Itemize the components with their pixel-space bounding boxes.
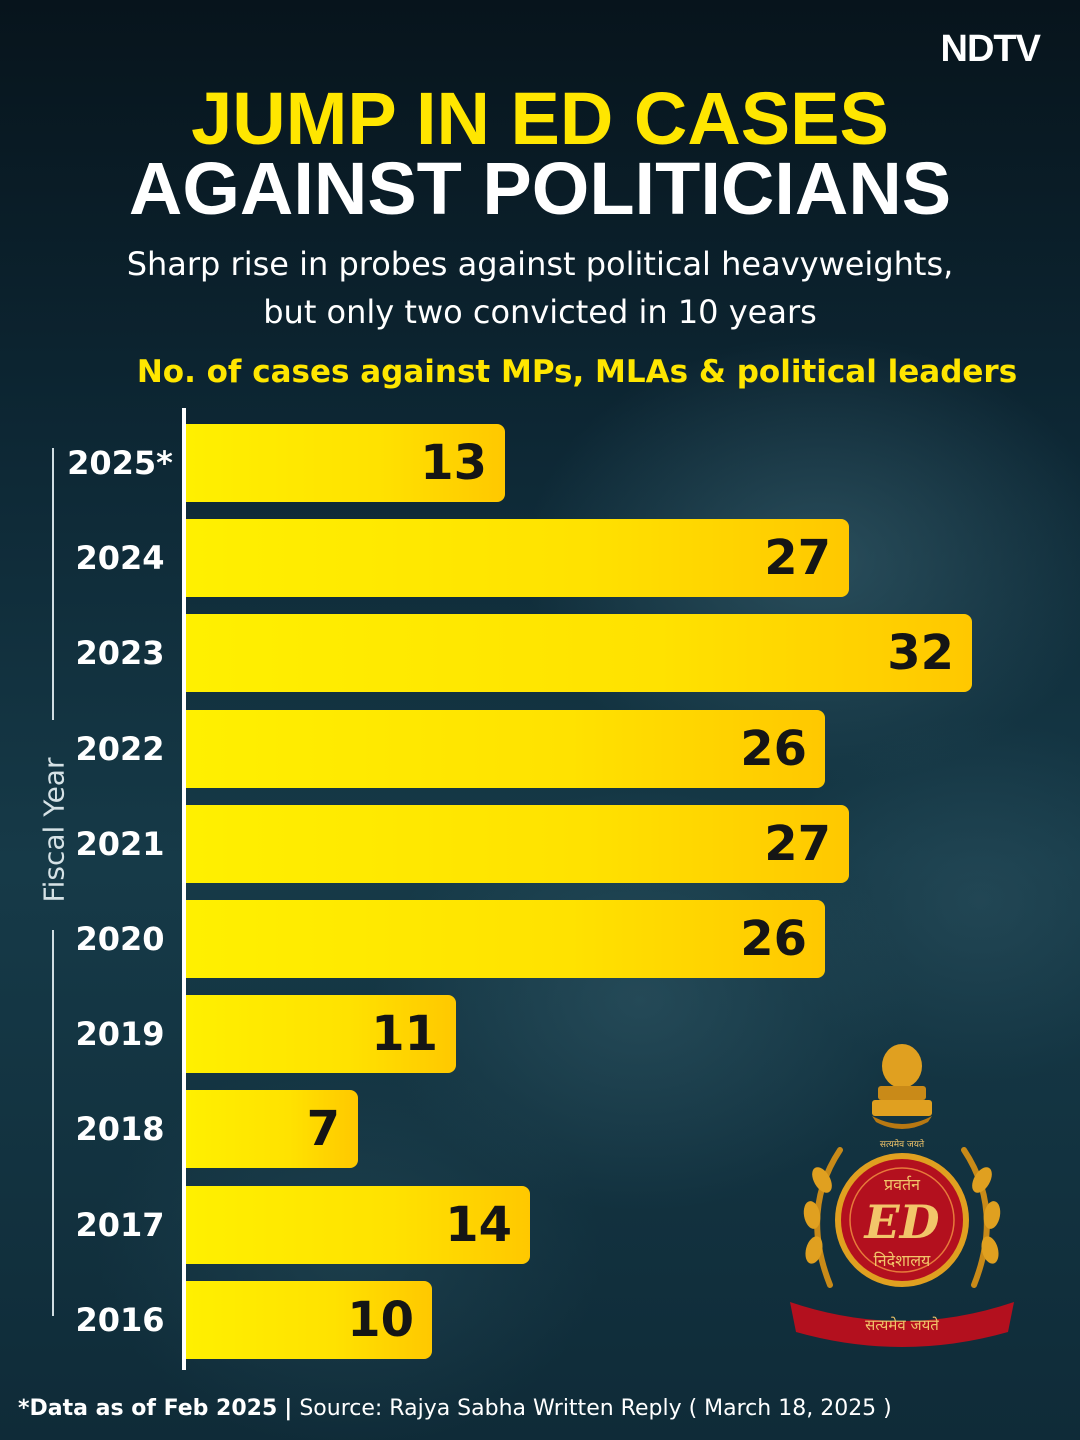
seal-inner-ring (849, 1167, 955, 1273)
bar-value-label: 10 (347, 1292, 414, 1348)
category-label: 2025* (67, 444, 173, 482)
category-label: 2024 (75, 539, 165, 577)
bar-value-label: 26 (740, 911, 807, 967)
ed-emblem: सत्यमेव जयते प्रवर्तन ED निदेशालय सत्यमे… (790, 1044, 1014, 1347)
bar: 7 (186, 1090, 358, 1168)
emblem-monogram: ED (863, 1195, 940, 1249)
category-label: 2017 (75, 1206, 165, 1244)
bar: 14 (186, 1186, 530, 1264)
title-line-2: AGAINST POLITICIANS (128, 147, 952, 230)
seal-circle (835, 1153, 969, 1287)
bar: 10 (186, 1281, 432, 1359)
bar: 26 (186, 900, 825, 978)
fiscal-year-bracket-bottom (52, 930, 54, 1316)
bar: 11 (186, 995, 456, 1073)
bar-value-label: 11 (371, 1006, 438, 1062)
emblem-top-text: सत्यमेव जयते (880, 1138, 925, 1150)
footer-note: *Data as of Feb 2025 (18, 1396, 278, 1421)
bar: 26 (186, 710, 825, 788)
title-line-1: JUMP IN ED CASES (191, 77, 889, 160)
footer-source: Source: Rajya Sabha Written Reply ( Marc… (299, 1396, 892, 1421)
subtitle-line-1: Sharp rise in probes against political h… (126, 245, 954, 283)
bar: 13 (186, 424, 505, 502)
chart-title: No. of cases against MPs, MLAs & politic… (136, 354, 1018, 390)
bar-value-label: 14 (445, 1197, 512, 1253)
category-label: 2021 (75, 825, 165, 863)
bar-value-label: 27 (764, 816, 831, 872)
bar-value-label: 32 (887, 625, 954, 681)
bar: 27 (186, 805, 849, 883)
ribbon-banner (790, 1302, 1014, 1347)
bar-value-label: 26 (740, 721, 807, 777)
footer-separator: | (284, 1396, 293, 1421)
category-label: 2016 (75, 1301, 165, 1339)
y-axis-line (182, 408, 186, 1370)
category-label: 2019 (75, 1015, 165, 1053)
category-label: 2023 (75, 634, 165, 672)
bar: 32 (186, 614, 972, 692)
emblem-line-1: प्रवर्तन (884, 1175, 921, 1194)
subtitle-line-2: but only two convicted in 10 years (263, 293, 817, 331)
fiscal-year-bracket-top (52, 448, 54, 720)
bar-value-label: 27 (764, 530, 831, 586)
laurel-leaves (803, 1167, 1001, 1264)
category-label: 2020 (75, 920, 165, 958)
ndtv-logo: NDTV (940, 28, 1041, 70)
bar-value-label: 13 (420, 435, 487, 491)
emblem-line-2: निदेशालय (874, 1251, 931, 1270)
bar-value-label: 7 (306, 1101, 340, 1157)
emblem-ribbon-text: सत्यमेव जयते (865, 1316, 939, 1334)
category-label: 2018 (75, 1110, 165, 1148)
lion-capital-icon (872, 1044, 932, 1129)
category-label: 2022 (75, 730, 165, 768)
bar: 27 (186, 519, 849, 597)
footer: *Data as of Feb 2025 | Source: Rajya Sab… (18, 1396, 892, 1421)
subtitle: Sharp rise in probes against political h… (0, 240, 1080, 336)
